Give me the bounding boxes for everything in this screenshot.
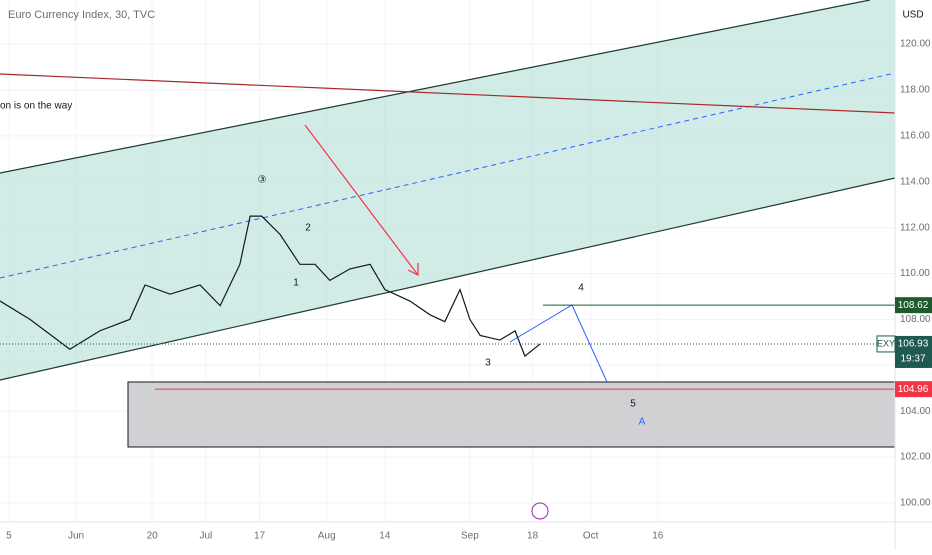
y-tick-label: 118.00 [900, 85, 930, 96]
plot [0, 215, 895, 390]
x-tick-label: Oct [583, 531, 599, 542]
x-tick-label: 17 [254, 531, 266, 542]
channel-bottom [0, 177, 896, 381]
price-line [0, 215, 541, 358]
axes: 100.00102.00104.00106.00108.00110.00112.… [6, 39, 932, 542]
price-label: 108.62 [898, 300, 929, 311]
channel-mid [0, 72, 896, 279]
title: Euro Currency Index, 30, TVC [8, 9, 155, 21]
x-tick-label: Sep [461, 531, 479, 542]
price-label: 106.93 [898, 339, 929, 350]
arrow [304, 124, 419, 276]
y-tick-label: 102.00 [900, 452, 931, 463]
y-tick-label: 116.00 [900, 130, 930, 141]
event-icon[interactable] [531, 502, 549, 520]
countdown: 19:37 [900, 354, 925, 365]
x-tick-label: 18 [527, 531, 539, 542]
trend-line [0, 73, 896, 114]
arrow-head [407, 263, 419, 276]
x-tick-label: Aug [318, 531, 336, 542]
wave-label: 1 [293, 278, 299, 289]
wave-label: A [639, 417, 646, 428]
x-tick-label: Jul [199, 531, 212, 542]
channel-top [0, 0, 871, 174]
wave-label: 3 [485, 358, 491, 369]
wave-label: ③ [258, 175, 267, 186]
x-tick-label: 16 [652, 531, 664, 542]
channel-fill [0, 0, 895, 380]
x-tick-label: 5 [6, 531, 12, 542]
y-tick-label: 110.00 [900, 268, 930, 279]
price-tag [895, 381, 932, 398]
wave-label: 2 [305, 223, 311, 234]
y-tick-label: 112.00 [900, 222, 930, 233]
wave-label: 4 [578, 283, 584, 294]
y-tick-label: 108.00 [900, 314, 931, 325]
x-tick-label: Jun [68, 531, 84, 542]
symbol: EXY [877, 338, 895, 348]
price-tag [895, 297, 932, 314]
y-tick-label: 114.00 [900, 176, 930, 187]
target-box [127, 381, 896, 448]
currency: USD [902, 10, 923, 21]
price-label: 104.96 [898, 384, 929, 395]
note: on is on the way [0, 101, 72, 112]
wave-label: 5 [630, 399, 636, 410]
y-tick-label: 100.00 [900, 498, 931, 509]
y-tick-label: 120.00 [900, 39, 931, 50]
x-tick-label: 14 [379, 531, 391, 542]
y-tick-label: 104.00 [900, 406, 931, 417]
x-tick-label: 20 [147, 531, 159, 542]
price-tag [895, 335, 932, 368]
